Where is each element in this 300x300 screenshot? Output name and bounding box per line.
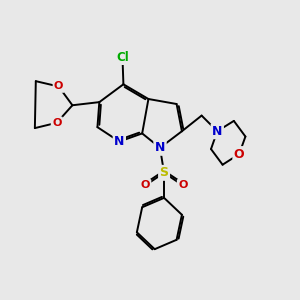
Text: O: O bbox=[54, 82, 63, 92]
Text: N: N bbox=[212, 125, 223, 138]
Text: O: O bbox=[141, 180, 150, 190]
Text: O: O bbox=[234, 148, 244, 160]
Text: O: O bbox=[52, 118, 62, 128]
Text: Cl: Cl bbox=[116, 51, 129, 64]
Text: O: O bbox=[178, 180, 188, 190]
Text: N: N bbox=[155, 141, 165, 154]
Text: S: S bbox=[160, 166, 169, 179]
Text: N: N bbox=[114, 135, 124, 148]
